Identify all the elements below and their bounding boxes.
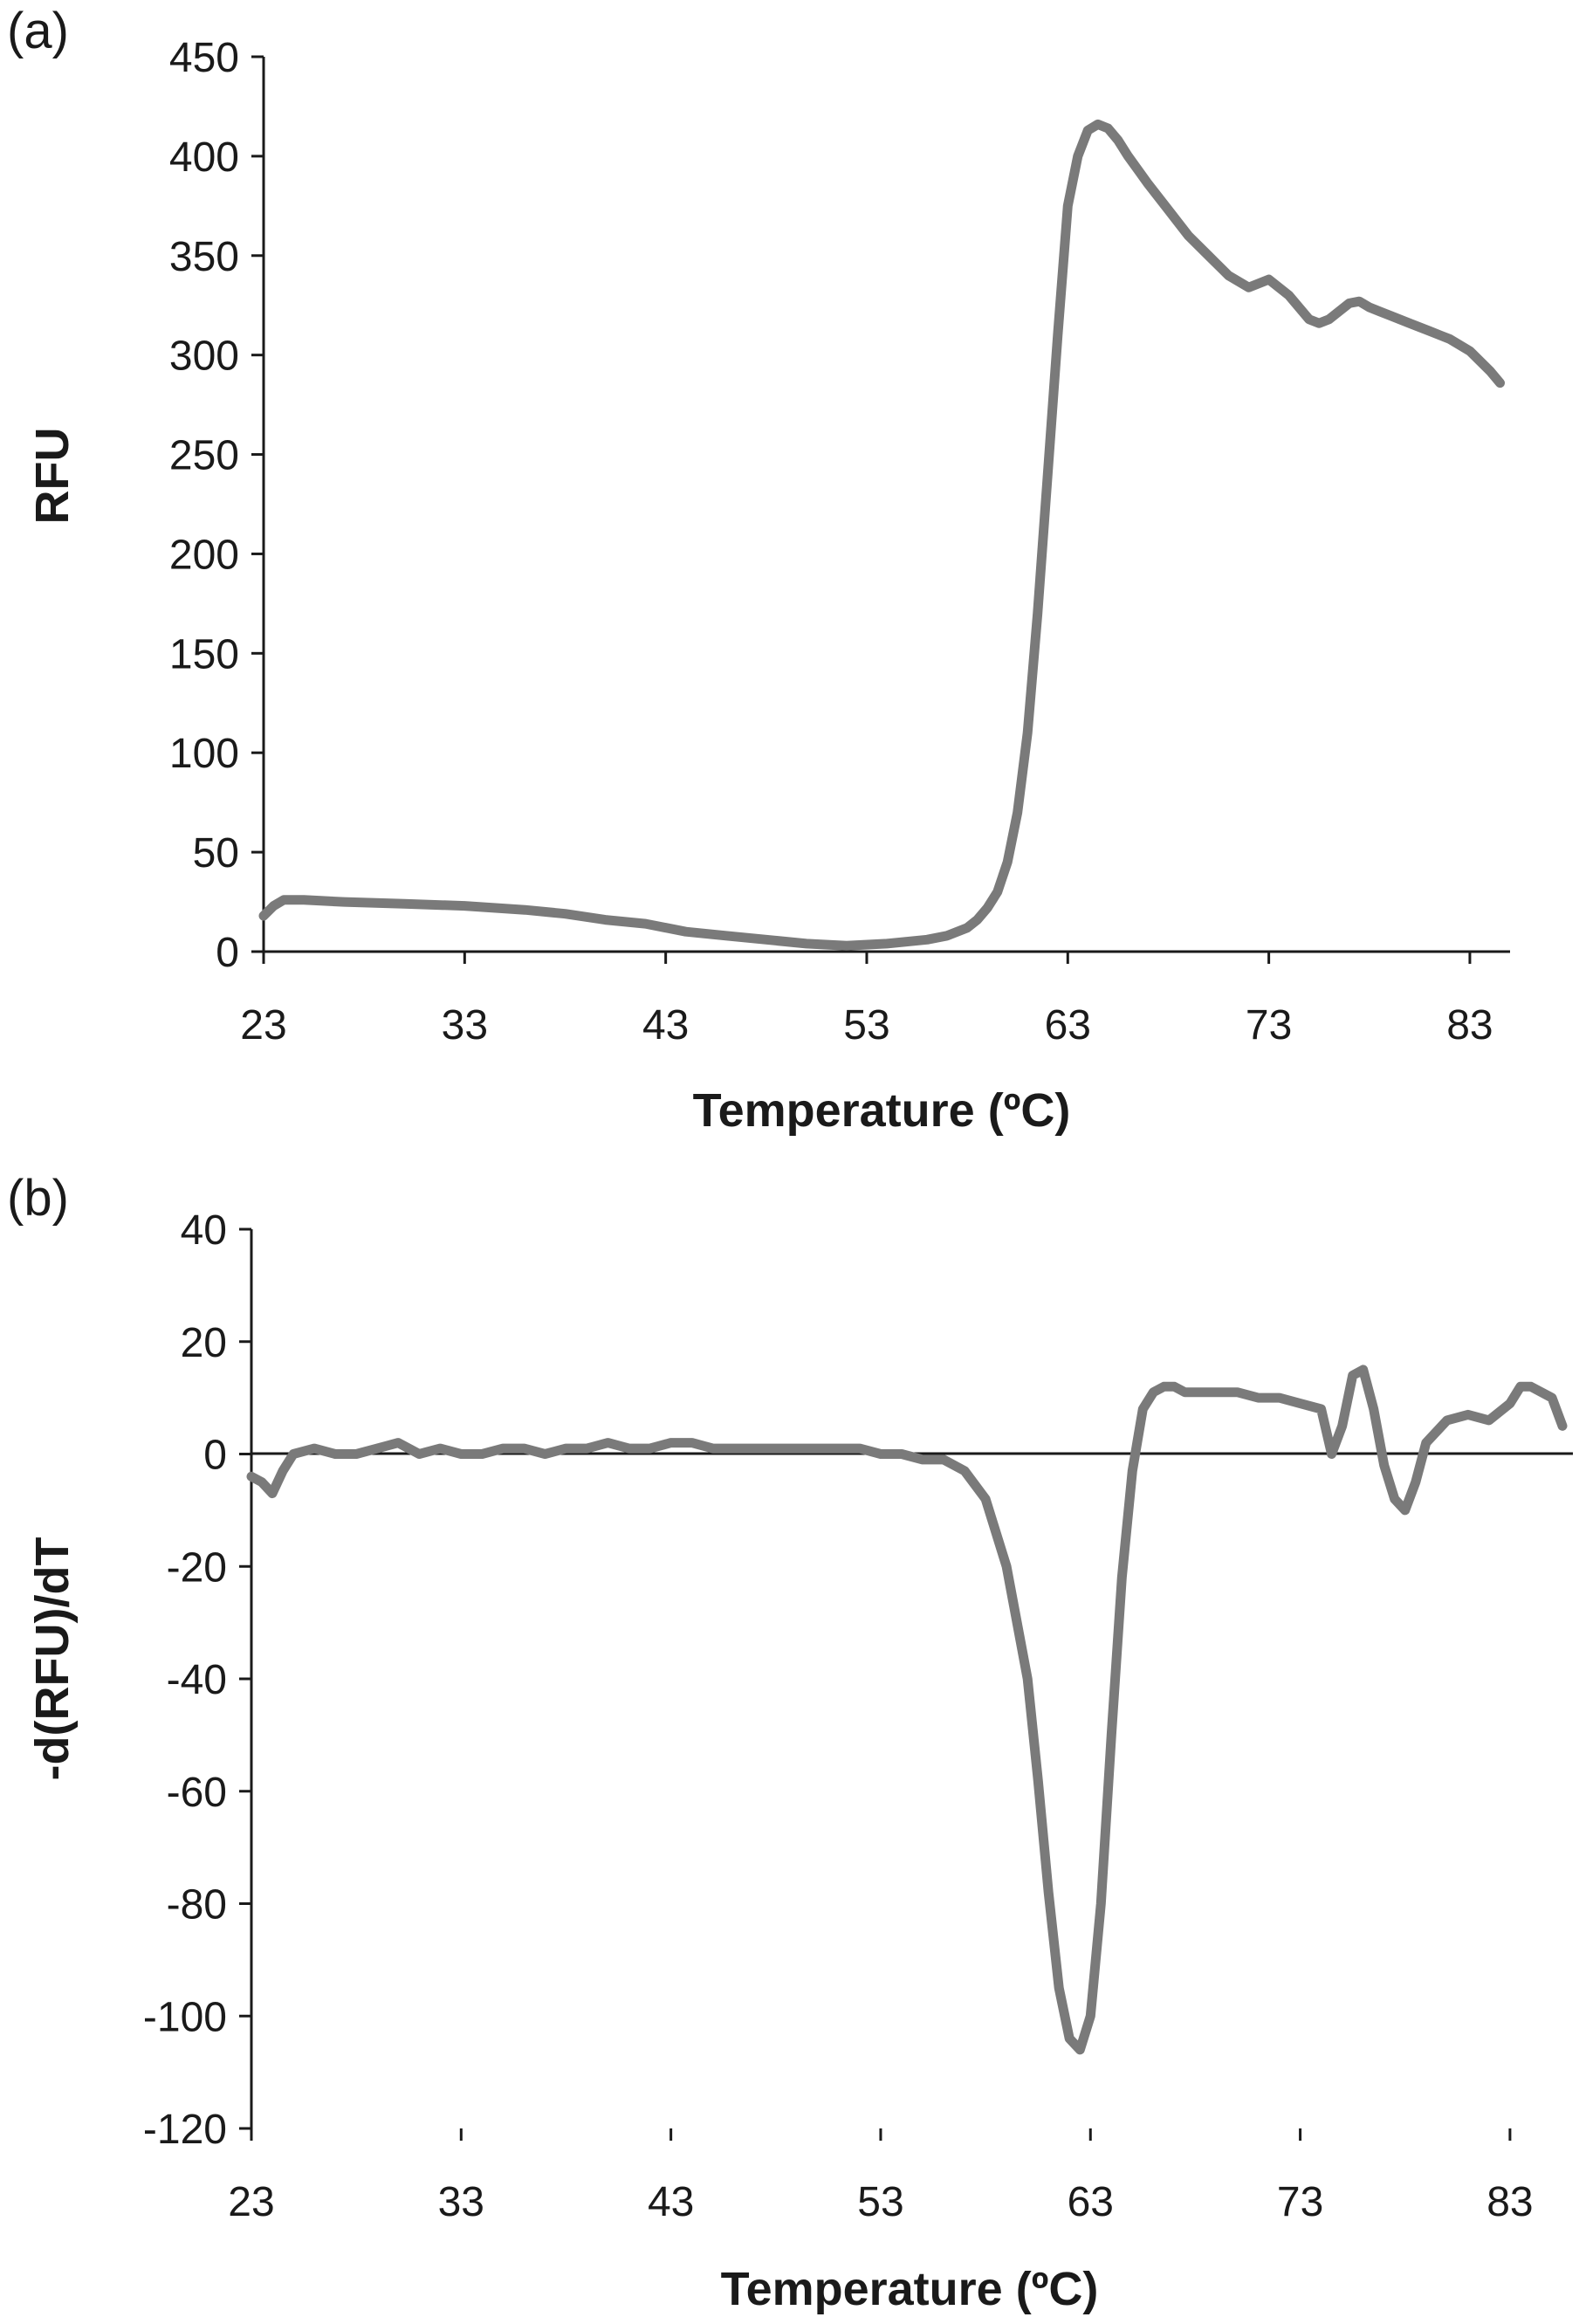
panel-a-x-tick-label: 83: [1446, 1002, 1493, 1049]
panel-b-x-ticks: 23 33 43 53 63 73 83: [228, 2128, 1534, 2225]
panel-a-y-tick-label: 200: [169, 532, 239, 578]
panel-b-x-tick-label: 73: [1277, 2179, 1323, 2225]
panel-a-x-tick-label: 53: [843, 1002, 889, 1049]
panel-b-label: (b): [7, 1170, 69, 1227]
panel-b-x-tick-label: 43: [648, 2179, 694, 2225]
panel-a-y-axis-title: RFU: [26, 428, 79, 525]
panel-b-y-tick-label: 0: [203, 1433, 227, 1479]
panel-b-y-axis-title: -d(RFU)/dT: [26, 1537, 79, 1781]
panel-a-x-tick-label: 33: [442, 1002, 488, 1049]
panel-a-x-tick-label: 43: [642, 1002, 689, 1049]
panel-b-y-tick-label: -60: [167, 1770, 227, 1816]
panel-a: (a) RFU Temperature (ºC) 0 50 100 150 200 250…: [7, 3, 1510, 1137]
panel-a-y-tick-label: 350: [169, 234, 239, 280]
panel-a-series-line: [258, 119, 1505, 951]
panel-a-y-tick-label: 0: [216, 930, 239, 976]
panel-b-y-tick-label: 20: [181, 1320, 227, 1366]
panel-a-x-tick-label: 73: [1246, 1002, 1292, 1049]
panel-a-y-tick-label: 250: [169, 433, 239, 479]
panel-b-y-tick-label: 40: [181, 1207, 227, 1254]
panel-a-y-tick-label: 50: [193, 830, 239, 877]
panel-a-y-tick-label: 400: [169, 134, 239, 181]
panel-b-x-tick-label: 33: [438, 2179, 484, 2225]
panel-b-y-tick-label: -40: [167, 1657, 227, 1703]
panel-b-y-ticks: 40 20 0 -20 -40 -60 -80 -100 -120: [143, 1207, 251, 2153]
panel-a-x-tick-label: 63: [1045, 1002, 1091, 1049]
panel-a-y-tick-label: 300: [169, 333, 239, 380]
panel-a-y-ticks: 0 50 100 150 200 250 300 350 400 450: [169, 35, 264, 976]
panel-a-y-tick-label: 450: [169, 35, 239, 81]
panel-a-label: (a): [7, 3, 69, 59]
panel-b-y-tick-label: -20: [167, 1544, 227, 1591]
panel-b-x-tick-label: 83: [1486, 2179, 1533, 2225]
panel-a-x-tick-label: 23: [240, 1002, 286, 1049]
panel-a-y-tick-label: 150: [169, 631, 239, 677]
panel-a-x-axis-title: Temperature (ºC): [693, 1084, 1071, 1137]
panel-b-x-axis-title: Temperature (ºC): [721, 2263, 1099, 2315]
panel-b-y-tick-label: -100: [143, 1994, 227, 2040]
panel-b-series-line: [246, 1365, 1568, 2055]
panel-b-x-tick-label: 53: [857, 2179, 903, 2225]
panel-b-y-tick-label: -120: [143, 2107, 227, 2153]
panel-b-y-tick-label: -80: [167, 1882, 227, 1929]
panel-b-x-tick-label: 23: [228, 2179, 274, 2225]
panel-b: (b) -d(RFU)/dT Temperature (ºC) 40 20 0 -20…: [7, 1170, 1573, 2315]
panel-a-y-tick-label: 100: [169, 731, 239, 777]
panel-a-x-ticks: 23 33 43 53 63 73 83: [240, 952, 1493, 1049]
panel-b-x-tick-label: 63: [1068, 2179, 1114, 2225]
